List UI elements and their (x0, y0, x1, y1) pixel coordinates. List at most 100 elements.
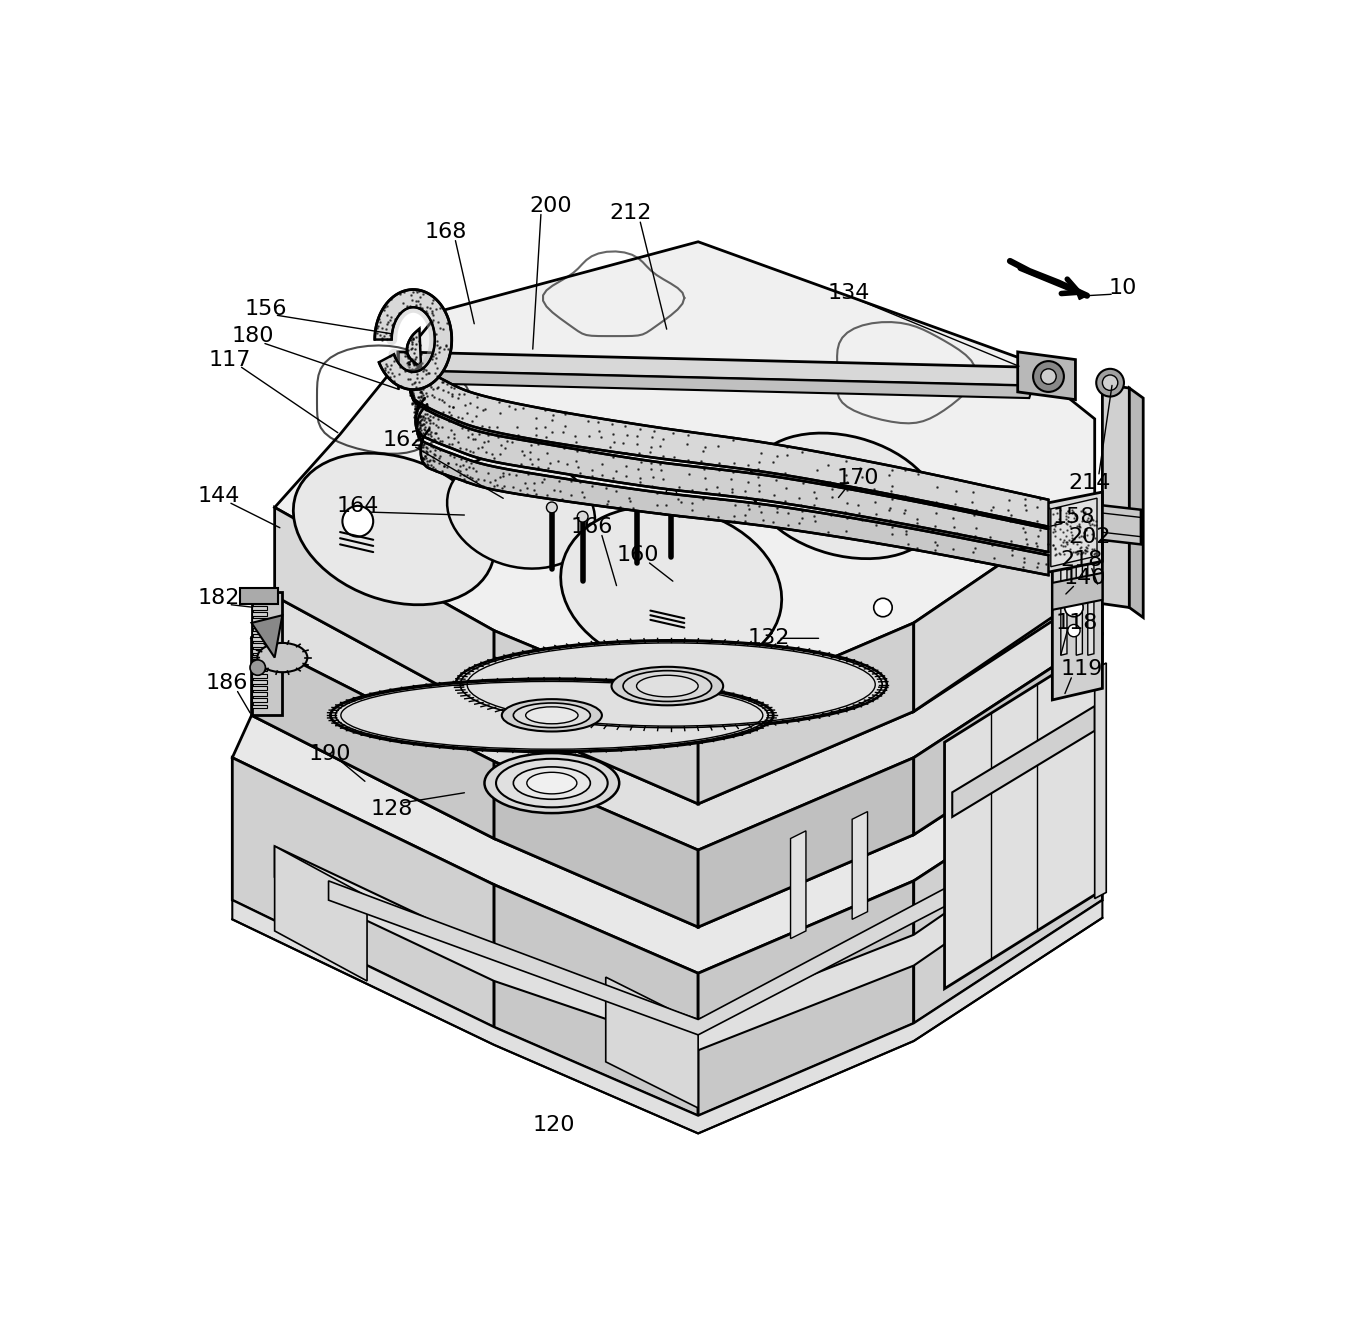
Ellipse shape (526, 707, 578, 724)
Polygon shape (252, 616, 282, 657)
Text: 158: 158 (1053, 507, 1095, 527)
Polygon shape (252, 673, 267, 677)
Ellipse shape (750, 433, 939, 559)
Polygon shape (1051, 498, 1097, 567)
Circle shape (1102, 375, 1118, 390)
Polygon shape (240, 589, 278, 603)
Polygon shape (1095, 662, 1106, 898)
Circle shape (546, 502, 557, 512)
Polygon shape (1102, 385, 1129, 607)
Text: 182: 182 (199, 589, 241, 609)
Text: 214: 214 (1068, 473, 1110, 492)
Polygon shape (252, 680, 267, 684)
Circle shape (1097, 369, 1124, 397)
Ellipse shape (612, 666, 723, 705)
Ellipse shape (513, 703, 590, 728)
Polygon shape (418, 404, 1049, 575)
Polygon shape (1053, 558, 1102, 700)
Polygon shape (412, 369, 1049, 552)
Polygon shape (252, 606, 267, 610)
Text: 190: 190 (309, 744, 352, 764)
Text: 140: 140 (1064, 569, 1106, 589)
Text: 10: 10 (1109, 278, 1138, 298)
Polygon shape (1061, 540, 1066, 656)
Polygon shape (494, 885, 698, 1116)
Polygon shape (852, 811, 868, 920)
Polygon shape (394, 370, 1034, 398)
Polygon shape (252, 704, 267, 708)
Circle shape (578, 511, 589, 522)
Polygon shape (275, 846, 367, 982)
Ellipse shape (623, 670, 712, 701)
Polygon shape (790, 831, 806, 939)
Ellipse shape (293, 453, 494, 605)
Polygon shape (233, 758, 494, 1027)
Polygon shape (1087, 504, 1140, 544)
Circle shape (665, 488, 676, 499)
Polygon shape (329, 823, 1068, 1035)
Polygon shape (275, 241, 1095, 715)
Polygon shape (252, 630, 267, 634)
Polygon shape (252, 611, 267, 616)
Polygon shape (233, 712, 1102, 974)
Ellipse shape (496, 759, 608, 807)
Text: 120: 120 (533, 1114, 575, 1134)
Text: 168: 168 (424, 221, 467, 241)
Polygon shape (252, 649, 267, 653)
Text: 180: 180 (231, 326, 274, 346)
Polygon shape (233, 900, 1102, 1133)
Polygon shape (252, 642, 267, 646)
Polygon shape (698, 758, 913, 927)
Polygon shape (252, 687, 267, 689)
Ellipse shape (448, 455, 596, 569)
Text: 186: 186 (205, 673, 248, 693)
Polygon shape (698, 881, 913, 1116)
Text: 134: 134 (827, 283, 869, 303)
Circle shape (1040, 369, 1057, 385)
Polygon shape (252, 625, 267, 629)
Ellipse shape (527, 772, 576, 794)
Text: 144: 144 (199, 485, 241, 506)
Polygon shape (252, 699, 267, 703)
Polygon shape (605, 978, 698, 1108)
Polygon shape (953, 707, 1095, 817)
Text: 166: 166 (571, 516, 613, 536)
Polygon shape (913, 758, 1102, 1023)
Text: 164: 164 (337, 496, 379, 516)
Polygon shape (494, 630, 698, 803)
Polygon shape (252, 656, 267, 660)
Text: 200: 200 (528, 196, 572, 216)
Polygon shape (375, 290, 452, 390)
Circle shape (251, 660, 266, 676)
Text: 170: 170 (836, 468, 879, 488)
Polygon shape (1017, 351, 1076, 400)
Text: 118: 118 (1055, 613, 1098, 633)
Polygon shape (252, 599, 267, 603)
Ellipse shape (637, 676, 698, 697)
Polygon shape (252, 637, 267, 641)
Polygon shape (913, 634, 1102, 834)
Text: 160: 160 (617, 546, 660, 565)
Text: 156: 156 (244, 299, 286, 319)
Polygon shape (1088, 540, 1094, 656)
Text: 212: 212 (609, 204, 652, 224)
Polygon shape (252, 692, 267, 696)
Polygon shape (252, 661, 267, 665)
Circle shape (1068, 625, 1080, 637)
Polygon shape (1053, 573, 1102, 610)
Text: 202: 202 (1068, 527, 1110, 547)
Polygon shape (1129, 388, 1143, 617)
Text: 119: 119 (1061, 660, 1103, 679)
Ellipse shape (513, 767, 590, 799)
Polygon shape (1045, 492, 1102, 573)
Polygon shape (252, 668, 267, 672)
Text: 128: 128 (371, 799, 413, 819)
Circle shape (631, 495, 642, 506)
Ellipse shape (257, 642, 308, 672)
Polygon shape (407, 329, 1049, 527)
Polygon shape (398, 351, 1034, 386)
Text: 132: 132 (747, 629, 790, 648)
Polygon shape (252, 589, 1102, 850)
Ellipse shape (502, 699, 602, 731)
Polygon shape (252, 638, 494, 838)
